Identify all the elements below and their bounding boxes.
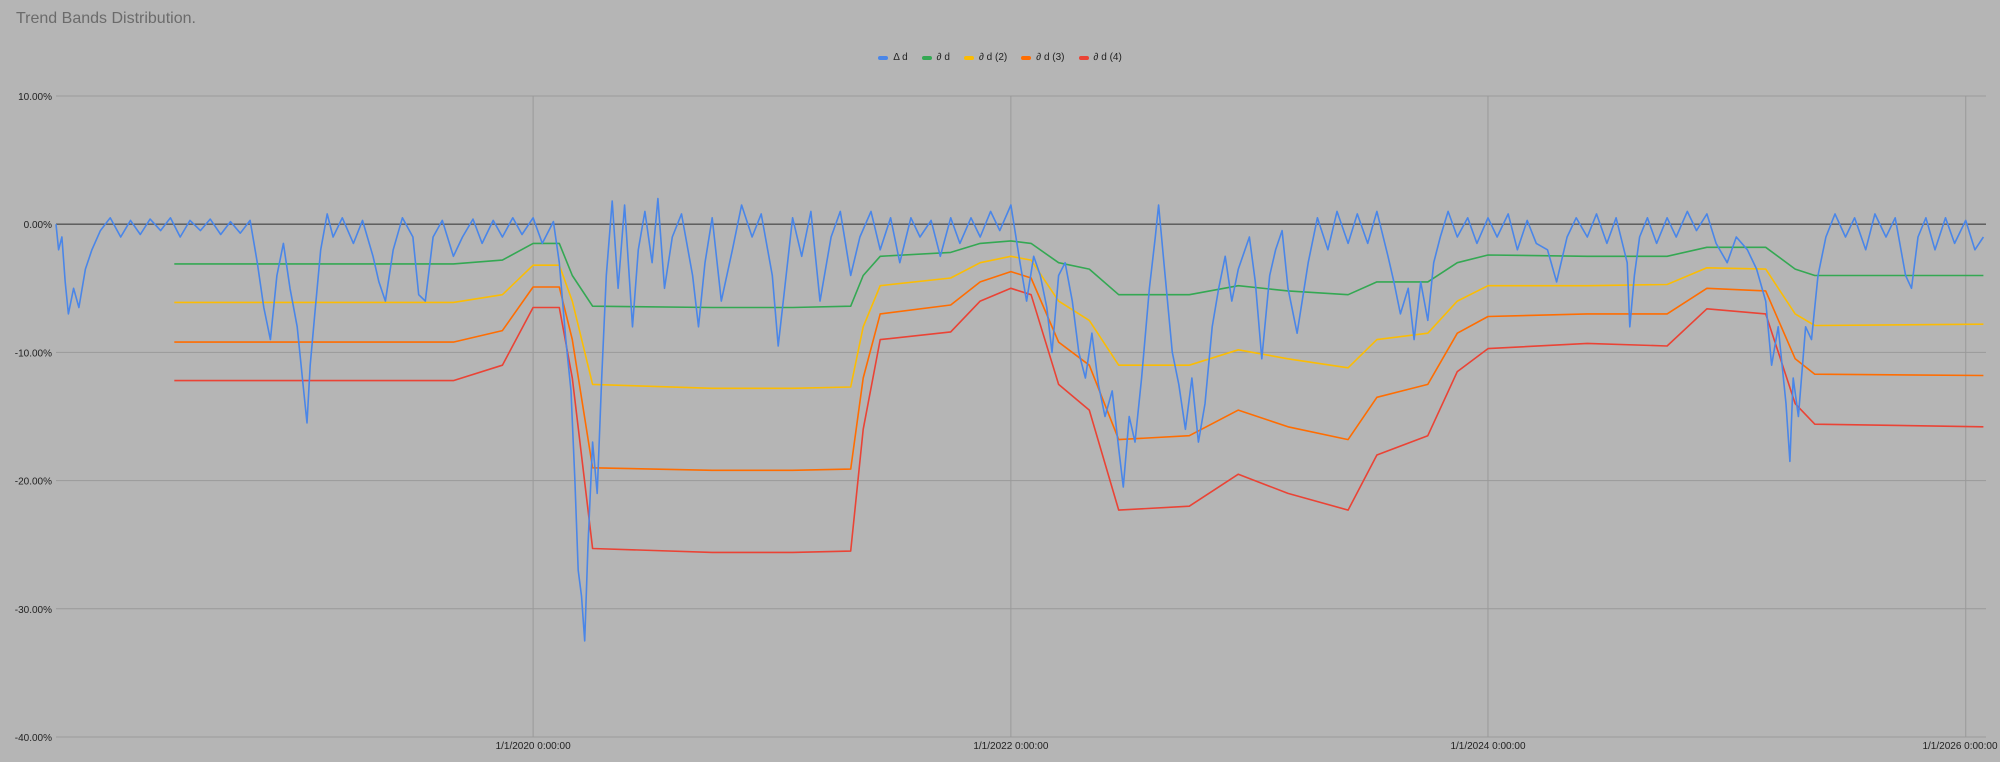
legend: Δ d ∂ d ∂ d (2) ∂ d (3) ∂ d (4) (0, 52, 2000, 63)
legend-label: ∂ d (4) (1093, 52, 1122, 63)
legend-item: ∂ d (921, 52, 950, 63)
grid-lines (56, 95, 1986, 738)
series-layer (55, 197, 1985, 642)
series-line (174, 240, 1984, 309)
axis-labels: 10.00% 0.00% -10.00% -20.00% -30.00% -40.00% 1… (15, 92, 1998, 752)
legend-label: Δ d (893, 52, 908, 63)
legend-item: ∂ d (2) (963, 52, 1008, 63)
y-tick-label: -40.00% (15, 733, 52, 744)
legend-label: ∂ d (2) (978, 52, 1008, 63)
y-tick-label: -30.00% (15, 605, 52, 616)
chart-title: Trend Bands Distribution. (16, 10, 196, 27)
y-tick-label: -10.00% (15, 348, 52, 359)
series-line (174, 255, 1984, 390)
legend-swatch (1078, 55, 1089, 60)
y-tick-label: -20.00% (15, 477, 52, 488)
series-line (55, 197, 1985, 642)
x-tick-label: 1/1/2020 0:00:00 (496, 741, 572, 752)
legend-swatch (963, 55, 974, 60)
legend-item: ∂ d (3) (1021, 52, 1065, 63)
x-tick-label: 1/1/2022 0:00:00 (973, 741, 1049, 752)
legend-item: ∂ d (4) (1078, 52, 1122, 63)
x-tick-label: 1/1/2026 0:00:00 (1922, 741, 1998, 752)
y-tick-label: 10.00% (18, 92, 52, 103)
y-tick-label: 0.00% (24, 220, 52, 231)
legend-item: Δ d (878, 52, 908, 63)
legend-swatch (1021, 55, 1032, 60)
x-tick-label: 1/1/2024 0:00:00 (1450, 741, 1526, 752)
series-line (174, 270, 1984, 472)
series-line (174, 287, 1984, 554)
legend-label: ∂ d (936, 52, 950, 63)
legend-label: ∂ d (3) (1036, 52, 1065, 63)
legend-swatch (921, 55, 932, 60)
legend-swatch (878, 55, 889, 60)
